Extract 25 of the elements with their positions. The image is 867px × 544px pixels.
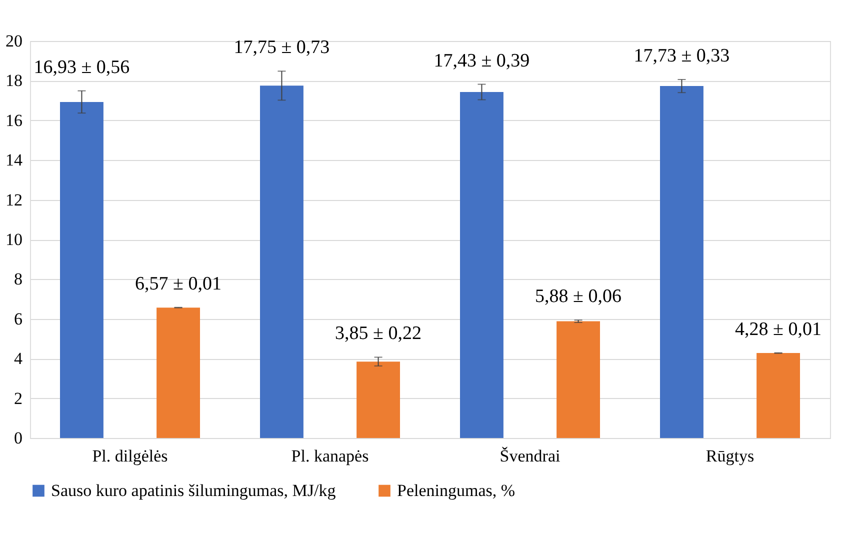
y-tick-label: 2: [14, 388, 22, 408]
y-tick-label: 0: [14, 428, 22, 448]
y-tick-label: 14: [6, 150, 23, 170]
y-tick-label: 20: [6, 32, 22, 50]
y-tick-label: 4: [14, 349, 23, 368]
y-tick-label: 12: [6, 190, 22, 210]
legend-label: Sauso kuro apatinis šilumingumas, MJ/kg: [51, 480, 336, 500]
y-tick-label: 10: [6, 230, 22, 249]
x-tick-label: Pl. dilgėlės: [92, 446, 168, 466]
x-tick-label: Pl. kanapės: [291, 446, 369, 466]
data-label: 17,43 ± 0,39: [434, 50, 530, 72]
data-label: 3,85 ± 0,22: [335, 323, 422, 344]
data-label: 5,88 ± 0,06: [535, 286, 622, 308]
data-label: 6,57 ± 0,01: [135, 273, 222, 294]
data-label: 17,73 ± 0,33: [634, 46, 730, 67]
y-tick-label: 18: [6, 71, 22, 90]
data-label: 16,93 ± 0,56: [34, 56, 130, 78]
y-tick-label: 6: [14, 309, 22, 328]
legend-label: Peleningumas, %: [397, 480, 516, 500]
data-label: 17,75 ± 0,73: [234, 37, 330, 58]
data-label: 4,28 ± 0,01: [735, 318, 822, 340]
x-tick-label: Švendrai: [500, 446, 560, 466]
x-tick-label: Rūgtys: [706, 446, 754, 466]
y-tick-label: 8: [14, 270, 22, 289]
y-tick-label: 16: [6, 110, 22, 130]
